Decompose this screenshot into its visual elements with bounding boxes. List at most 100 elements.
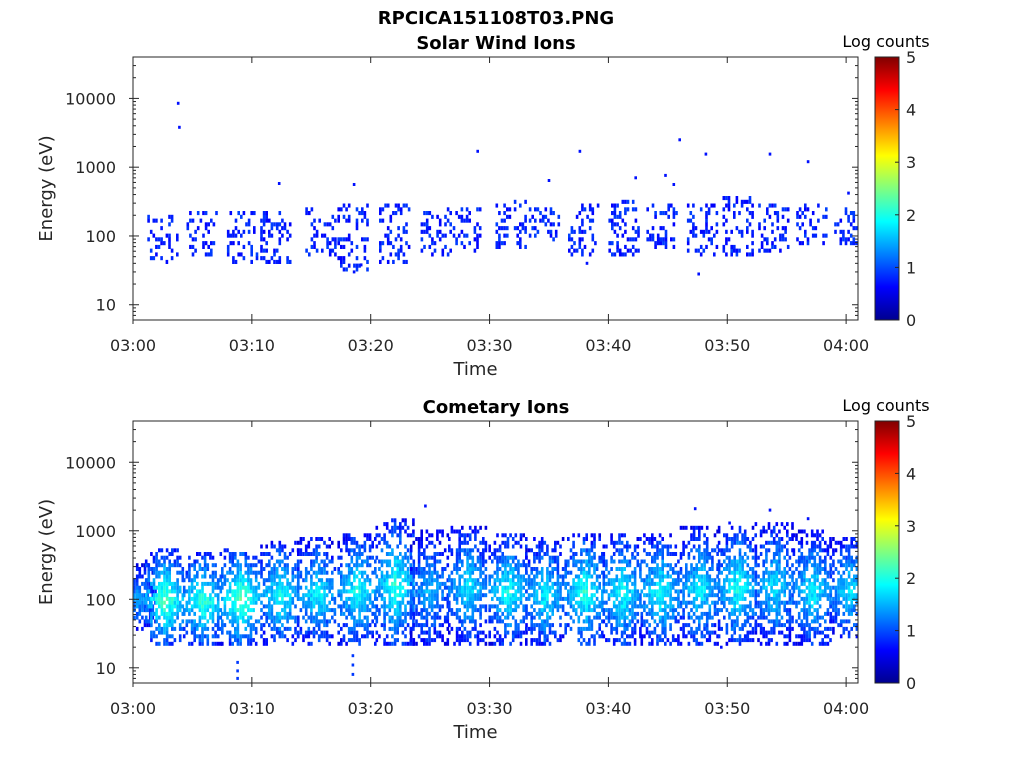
cell	[690, 574, 693, 579]
cell	[749, 567, 752, 571]
cell	[399, 211, 403, 216]
cell	[214, 563, 217, 568]
cell	[501, 641, 504, 646]
cell	[286, 611, 289, 616]
cell	[736, 570, 739, 575]
cell	[453, 596, 456, 601]
cell	[273, 259, 276, 264]
cell	[580, 559, 583, 564]
cell	[717, 563, 721, 568]
cell	[155, 608, 158, 613]
cell	[388, 559, 392, 564]
cell	[773, 211, 777, 216]
cell	[546, 548, 549, 553]
cell	[674, 608, 678, 613]
cell	[730, 229, 733, 234]
cell	[623, 544, 626, 549]
cell	[570, 244, 574, 249]
cell	[463, 615, 467, 620]
cell	[649, 233, 652, 238]
cell	[430, 581, 434, 586]
cell	[733, 574, 736, 579]
cell	[393, 589, 397, 594]
cell	[682, 596, 685, 601]
cell	[573, 241, 576, 246]
cell	[236, 589, 240, 594]
cell	[703, 578, 706, 583]
cell	[389, 214, 393, 219]
cell	[450, 589, 454, 594]
cell	[517, 634, 520, 639]
cell	[645, 626, 649, 631]
cell	[345, 589, 348, 594]
cell	[428, 611, 431, 616]
cell	[317, 544, 321, 549]
cell	[582, 548, 586, 553]
cell	[651, 578, 654, 583]
cell	[254, 563, 258, 568]
cell	[288, 615, 292, 620]
cell	[461, 593, 464, 598]
cell	[559, 615, 562, 620]
cell	[493, 578, 497, 583]
cell	[736, 563, 739, 568]
cell	[473, 229, 477, 234]
cell	[548, 563, 552, 568]
cell	[746, 585, 750, 590]
cell	[804, 207, 807, 212]
cell	[399, 522, 402, 527]
cell	[715, 222, 719, 227]
cell	[201, 600, 204, 605]
scan	[564, 533, 604, 646]
cell	[320, 578, 324, 583]
cell	[363, 596, 367, 601]
cell	[698, 533, 701, 538]
cell	[236, 615, 240, 620]
cell	[695, 593, 698, 598]
cell	[353, 634, 356, 639]
cell	[801, 222, 804, 227]
cell	[355, 630, 359, 635]
cell	[720, 589, 723, 594]
cell	[328, 248, 332, 253]
cell	[468, 241, 471, 246]
cell	[530, 641, 533, 646]
cell	[409, 641, 413, 646]
cell	[299, 552, 303, 556]
cell	[501, 578, 504, 583]
cell	[433, 638, 437, 643]
cell	[754, 604, 757, 609]
cell	[201, 641, 204, 646]
cell	[548, 555, 552, 560]
cell	[662, 241, 665, 246]
cell	[228, 552, 232, 556]
cell	[190, 626, 194, 631]
cell	[585, 593, 588, 598]
cell	[605, 600, 608, 605]
cell	[517, 567, 520, 571]
cell	[323, 559, 326, 564]
cell	[286, 237, 289, 242]
cell	[588, 555, 591, 560]
cell	[736, 567, 739, 571]
cell	[342, 237, 346, 242]
cell	[653, 581, 657, 586]
cell	[342, 214, 346, 219]
cell	[626, 578, 629, 583]
cell	[409, 570, 413, 575]
cell	[138, 570, 142, 575]
cell	[171, 604, 174, 609]
cell	[417, 593, 421, 598]
cell	[307, 630, 311, 635]
cell	[381, 256, 385, 261]
cell	[687, 574, 691, 579]
cell	[468, 563, 472, 568]
cell	[618, 211, 622, 216]
cell	[363, 533, 367, 538]
cell	[363, 589, 367, 594]
cell	[160, 555, 164, 560]
cell	[506, 630, 510, 635]
cell	[393, 623, 397, 628]
cell	[466, 563, 469, 568]
cell	[415, 641, 418, 646]
